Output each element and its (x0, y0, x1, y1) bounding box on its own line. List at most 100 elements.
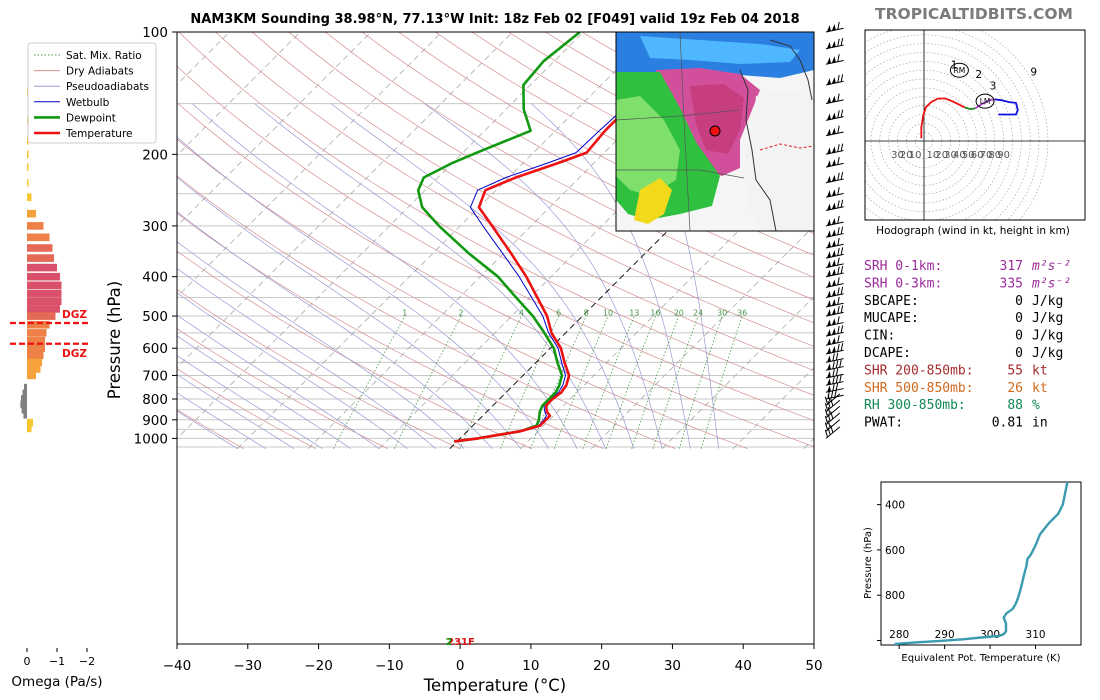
dry-adiabat (177, 212, 604, 450)
mixing-ratio-label: 4 (519, 309, 524, 318)
front-line (759, 143, 814, 151)
barb-feather (840, 143, 844, 152)
barb-feather (827, 420, 831, 428)
theta-e-y-label: Pressure (hPa) (863, 527, 874, 599)
legend-item-label: Temperature (65, 128, 133, 140)
index-unit: kt (1032, 381, 1048, 396)
site-name[interactable]: TROPICALTIDBITS.COM (875, 5, 1073, 23)
hodograph-speed-label: 90 (997, 150, 1010, 161)
barb-feather (830, 390, 834, 398)
hodograph-speed-label: 70 (980, 150, 993, 161)
index-value: 55 (1007, 363, 1023, 378)
mixing-ratio-line (459, 315, 522, 449)
skewt-x-axis: −40 −30 −20 −10 0 10 20 30 40 50 (163, 644, 823, 674)
wind-barb (825, 54, 844, 65)
hodograph-speed-label: 50 (962, 150, 975, 161)
isotherm-line (177, 32, 372, 227)
barb-flag (826, 300, 831, 307)
barb-feather (839, 359, 842, 368)
barb-flag (826, 269, 831, 277)
dry-adiabat (178, 32, 814, 396)
barb-feather (837, 54, 840, 62)
barb-staff (825, 206, 844, 211)
radar-rain-light (616, 96, 680, 196)
index-label: SRH 0-3km: (864, 276, 942, 291)
skewt-y-tick-label: 600 (142, 341, 168, 357)
barb-feather (830, 411, 834, 419)
wind-barb (825, 215, 844, 227)
omega-bar (21, 405, 27, 414)
index-unit: J/kg (1032, 346, 1063, 361)
barb-feather (837, 187, 840, 195)
omega-bar (27, 351, 44, 360)
pseudoadiabat (424, 103, 663, 449)
index-value: 88 (1007, 398, 1023, 413)
radar-ocean (744, 90, 814, 231)
barb-feather (837, 200, 840, 209)
index-value: 0 (1015, 294, 1023, 309)
pseudoadiabat (177, 292, 408, 449)
sounding-location-marker[interactable] (709, 125, 721, 137)
barb-flag (826, 290, 831, 298)
hodograph-segment (994, 98, 1019, 116)
omega-bar (27, 209, 36, 218)
omega-bar (27, 344, 45, 352)
barb-feather (840, 226, 844, 235)
barb-feather (837, 343, 840, 352)
wind-barbs (824, 21, 844, 439)
theta-e-x-label: Equivalent Pot. Temperature (K) (901, 653, 1060, 664)
barb-flag (826, 190, 831, 197)
mixing-ratio-label: 16 (650, 309, 660, 318)
barb-flag (826, 147, 831, 155)
index-unit: J/kg (1032, 311, 1063, 326)
temperature-line (454, 32, 716, 443)
barb-flag (826, 241, 831, 248)
omega-bar (24, 383, 27, 392)
index-label: SHR 500-850mb: (864, 381, 974, 396)
coastline (739, 39, 813, 231)
legend-item-label: Sat. Mix. Ratio (66, 50, 142, 62)
omega-bar (27, 193, 32, 201)
mixing-ratio-line (530, 315, 587, 449)
skewt-x-tick-label: 40 (735, 658, 752, 674)
omega-bar (27, 272, 60, 281)
barb-staff (825, 27, 844, 33)
skewt-y-label: Pressure (hPa) (105, 281, 124, 399)
barb-flag (831, 202, 836, 210)
hodograph-height-label: 9 (1030, 67, 1037, 79)
barb-flag (831, 279, 836, 287)
omega-bar (27, 424, 32, 433)
dry-adiabat (177, 65, 814, 422)
radar-frame (615, 31, 815, 232)
indices-panel: SRH 0-1km: 317 m²s⁻² SRH 0-3km: 335 m²s⁻² SBCA… (864, 259, 1071, 431)
skewt-x-tick-label: −10 (375, 658, 404, 674)
barb-feather (832, 376, 835, 384)
barb-flag (831, 127, 836, 135)
barb-feather (837, 316, 840, 324)
barb-flag (831, 24, 836, 31)
skewt-y-tick-label: 400 (142, 270, 168, 286)
mixing-ratio-label: 24 (693, 309, 703, 318)
barb-flag (831, 250, 836, 257)
isotherm-line (237, 32, 655, 449)
barb-feather (832, 353, 835, 362)
isotherm-line (0, 32, 17, 449)
hodograph-height-labels: 1 23 9 (951, 59, 1037, 92)
barb-feather (840, 109, 844, 118)
wind-barb (825, 157, 844, 168)
barb-flag (826, 41, 831, 49)
barb-flag (831, 189, 836, 196)
dry-adiabat (177, 250, 532, 450)
wind-barb (825, 74, 844, 86)
barb-feather (837, 74, 840, 83)
index-label: SBCAPE: (864, 294, 919, 309)
state-borders (616, 32, 745, 231)
barb-staff (825, 178, 844, 184)
barb-flag (831, 299, 836, 306)
barb-flag (831, 259, 836, 267)
index-label: RH 300-850mb: (864, 398, 966, 413)
pseudoadiabat (177, 241, 465, 449)
omega-bar (27, 179, 29, 187)
omega-bar (27, 371, 36, 380)
index-unit: % (1032, 398, 1040, 413)
